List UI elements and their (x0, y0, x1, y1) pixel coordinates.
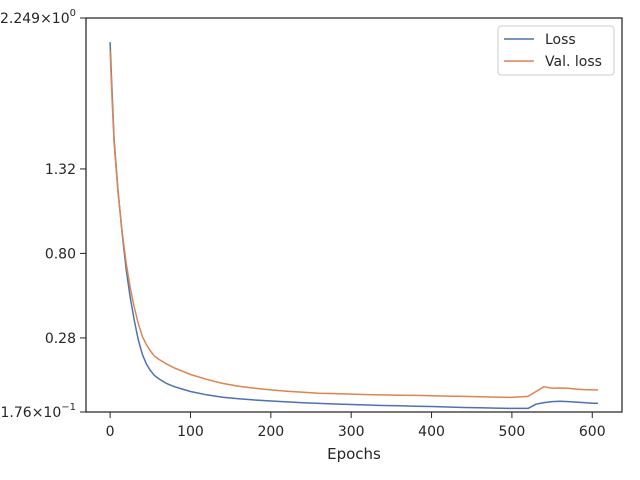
y-tick-label: 0.28 (45, 331, 76, 347)
x-tick-label: 0 (106, 424, 115, 440)
series-line-1 (109, 50, 598, 399)
x-axis-title: Epochs (327, 445, 381, 463)
series-lines (109, 42, 598, 410)
y-tick-label: −1.76×10−1 (0, 402, 76, 421)
x-tick-label: 400 (418, 424, 445, 440)
axes: 0 100 200 300 400 500 600 −1.76×10−1 0.28 0.80 1.3… (0, 8, 623, 463)
y-tick-label: 1.32 (45, 162, 76, 178)
legend-label-1: Val. loss (545, 54, 602, 70)
x-tick-label: 600 (579, 424, 606, 440)
x-tick-label: 100 (177, 424, 204, 440)
x-tick-label: 500 (499, 424, 526, 440)
legend: Loss Val. loss (497, 25, 615, 76)
y-tick-label: 2.249×100 (0, 8, 76, 27)
x-tick-label: 300 (338, 424, 365, 440)
y-tick-label: 0.80 (45, 246, 76, 262)
plot-frame (85, 17, 623, 413)
x-tick-label: 200 (257, 424, 284, 440)
legend-label-0: Loss (545, 32, 576, 48)
series-line-0 (109, 42, 598, 410)
